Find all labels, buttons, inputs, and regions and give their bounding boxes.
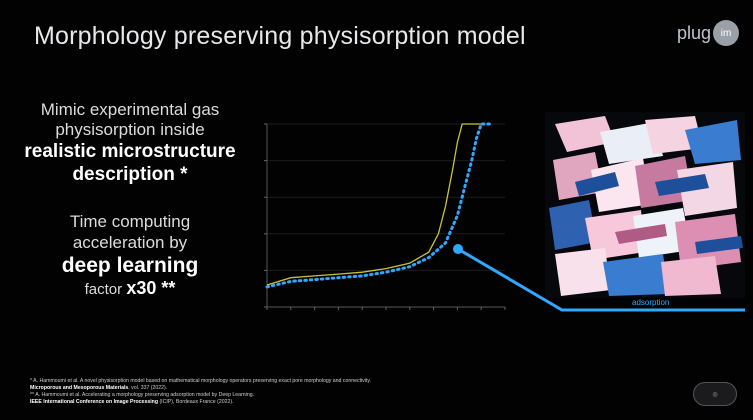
logo-text: plug — [676, 22, 711, 43]
callout-connector — [453, 244, 745, 312]
footnotes: * A. Hammoumi et al. A novel physisorpti… — [30, 378, 650, 406]
university-logo: ◎ — [693, 382, 737, 406]
slide-title: Morphology preserving physisorption mode… — [34, 22, 526, 50]
text-line: physisorption inside — [55, 120, 205, 140]
text-line-factor: factor x30 ** — [10, 278, 250, 300]
footnote-2: ** A. Hammoumi et al. Accelerating a mor… — [30, 392, 255, 399]
callout-line — [457, 247, 745, 312]
logo-circle-icon: im — [713, 20, 739, 46]
text-line-bold: deep learning — [61, 254, 199, 278]
text-line: Time computing — [69, 212, 191, 232]
text-line-bold: description * — [72, 163, 188, 185]
text-line: acceleration by — [72, 232, 188, 252]
footnote-1-source: Microporous and Mesoporous Materials, vo… — [30, 385, 168, 392]
plugim-logo: plug im — [677, 20, 739, 46]
isotherm-chart — [255, 110, 525, 325]
text-line: Mimic experimental gas — [40, 100, 220, 119]
series-line-0 — [266, 123, 482, 286]
factor-prefix: factor — [84, 281, 127, 299]
footnote-1: * A. Hammoumi et al. A novel physisorpti… — [30, 378, 372, 384]
adsorption-label: adsorption — [632, 298, 670, 307]
factor-value: x30 ** — [126, 278, 176, 299]
left-text-block: Mimic experimental gas physisorption ins… — [10, 100, 250, 300]
footnote-2-source: IEEE International Conference on Image P… — [30, 399, 234, 406]
series-line-1 — [265, 122, 495, 289]
text-line-bold: realistic microstructure — [24, 140, 236, 162]
chart-svg — [264, 122, 506, 310]
microstructure-image — [545, 112, 745, 298]
